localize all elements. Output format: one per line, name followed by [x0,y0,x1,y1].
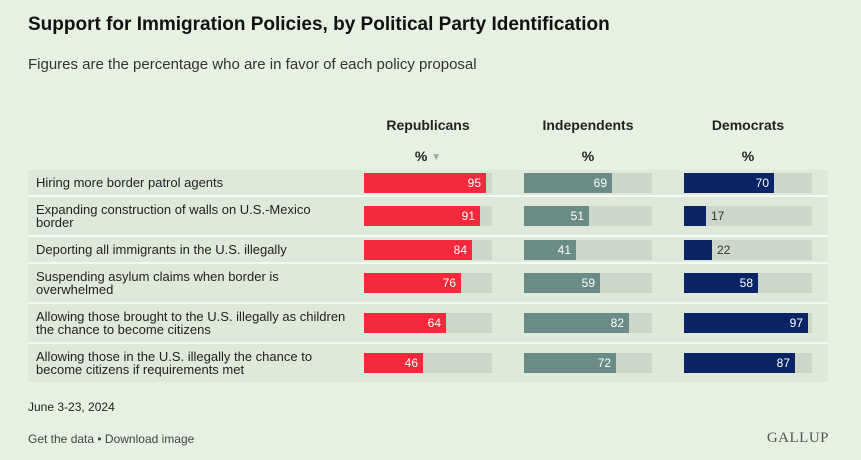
bar-republicans[interactable] [364,173,486,193]
footer-separator: • [94,432,105,446]
data-label: 64 [427,316,441,330]
survey-date: June 3-23, 2024 [28,400,115,414]
unit-label: % [414,148,428,164]
get-data-link[interactable]: Get the data [28,432,95,446]
bar-track: 97 [684,313,812,333]
unit-label: % [581,148,595,164]
bar-track: 76 [364,273,492,293]
policy-label: Expanding construction of walls on U.S.-… [36,197,346,235]
column-unit-republicans[interactable]: % ▼ [364,148,492,164]
bar-track: 95 [364,173,492,193]
bar-democrats[interactable] [684,313,808,333]
data-label: 46 [404,356,418,370]
policy-label: Allowing those brought to the U.S. illeg… [36,304,346,342]
bar-democrats[interactable] [684,240,712,260]
data-label: 87 [776,356,790,370]
bar-democrats[interactable] [684,273,758,293]
row-divider [28,235,828,237]
policy-label-text: Expanding construction of walls on U.S.-… [36,202,311,230]
bar-track: 46 [364,353,492,373]
policy-label-text: Allowing those brought to the U.S. illeg… [36,309,346,337]
bar-track: 82 [524,313,652,333]
bar-track: 91 [364,206,492,226]
data-label: 70 [755,176,769,190]
row-divider [28,302,828,304]
bar-democrats[interactable] [684,206,706,226]
bar-track: 64 [364,313,492,333]
data-label: 97 [789,316,803,330]
bar-track: 70 [684,173,812,193]
row-divider [28,262,828,264]
bar-independents[interactable] [524,273,600,293]
column-header-democrats[interactable]: Democrats [711,117,785,133]
policy-label-text: Allowing those in the U.S. illegally the… [36,349,313,377]
data-label: 58 [739,276,753,290]
unit-label: % [741,148,755,164]
policy-label-text: Deporting all immigrants in the U.S. ill… [36,242,287,257]
bar-track: 84 [364,240,492,260]
column-header-republicans[interactable]: Republicans [386,117,470,133]
bar-republicans[interactable] [364,240,472,260]
chart-subtitle: Figures are the percentage who are in fa… [28,56,477,73]
gallup-logo: GALLUP [766,430,829,446]
data-label: 41 [557,243,571,257]
bar-independents[interactable] [524,353,616,373]
data-label: 91 [461,209,475,223]
download-image-link[interactable]: Download image [104,432,195,446]
policy-label-text: Suspending asylum claims when border is … [36,269,279,297]
sort-descending-icon[interactable]: ▼ [431,152,442,163]
data-label: 22 [717,243,731,257]
data-label: 84 [453,243,467,257]
row-divider [28,342,828,344]
bar-republicans[interactable] [364,273,461,293]
data-label: 72 [597,356,611,370]
policy-label: Suspending asylum claims when border is … [36,264,346,302]
bar-republicans[interactable] [364,206,480,226]
data-label: 17 [711,209,725,223]
policy-label-text: Hiring more border patrol agents [36,175,224,190]
data-label: 76 [442,276,456,290]
bar-independents[interactable] [524,206,589,226]
bar-track: 58 [684,273,812,293]
bar-track: 69 [524,173,652,193]
bar-track: 41 [524,240,652,260]
policy-label: Hiring more border patrol agents [36,170,346,195]
bar-democrats[interactable] [684,353,795,373]
policy-label: Allowing those in the U.S. illegally the… [36,344,346,382]
bar-track: 17 [684,206,812,226]
data-label: 69 [593,176,607,190]
bar-independents[interactable] [524,173,612,193]
data-label: 82 [610,316,624,330]
data-label: 95 [467,176,481,190]
bar-track: 51 [524,206,652,226]
footer-links: Get the data • Download image [28,432,194,446]
bar-track: 72 [524,353,652,373]
bar-republicans[interactable] [364,313,446,333]
bar-republicans[interactable] [364,353,423,373]
bar-track: 59 [524,273,652,293]
bar-track: 87 [684,353,812,373]
bar-track: 22 [684,240,812,260]
bar-democrats[interactable] [684,173,774,193]
bar-independents[interactable] [524,313,629,333]
column-unit-independents[interactable]: % [524,148,652,164]
bar-independents[interactable] [524,240,576,260]
data-label: 59 [581,276,595,290]
column-unit-democrats[interactable]: % [684,148,812,164]
data-label: 51 [570,209,584,223]
column-header-independents[interactable]: Independents [542,117,634,133]
chart-title: Support for Immigration Policies, by Pol… [28,14,610,35]
policy-label: Deporting all immigrants in the U.S. ill… [36,237,346,262]
row-divider [28,195,828,197]
